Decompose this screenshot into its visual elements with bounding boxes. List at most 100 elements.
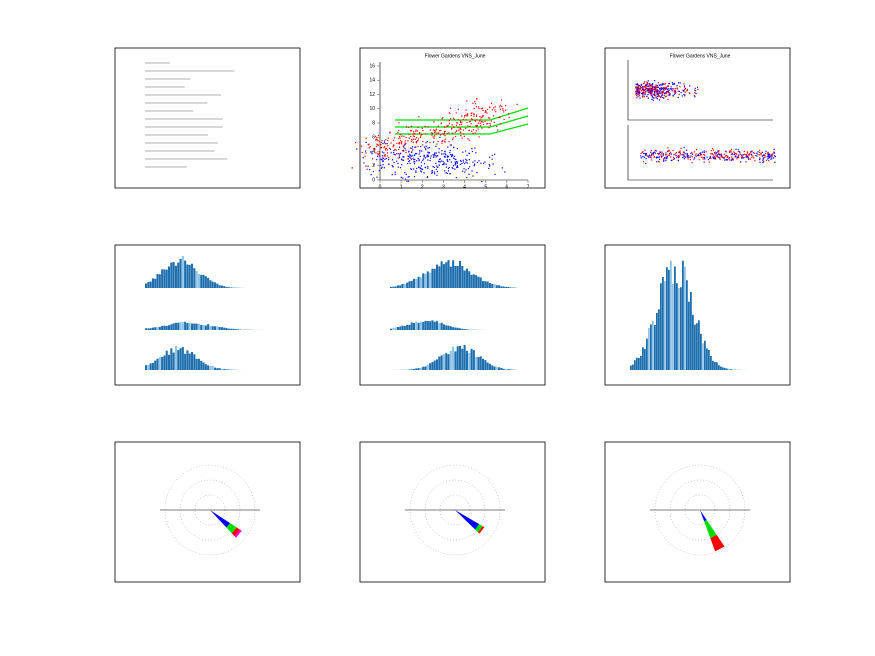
scatter-dot <box>694 89 696 91</box>
scatter-dot <box>474 103 477 105</box>
scatter-dot <box>426 156 428 158</box>
scatter-dot <box>427 147 429 149</box>
decorative-bar <box>716 362 718 370</box>
x-tick-label: 2 <box>421 184 424 190</box>
decorative-bar <box>156 273 159 288</box>
scatter-dot <box>640 157 642 159</box>
scatter-dot <box>650 92 652 95</box>
scatter-dot <box>771 153 773 155</box>
decorative-bar <box>429 321 432 330</box>
scatter-dot <box>710 149 713 152</box>
decorative-bar <box>156 358 159 370</box>
scatter-dot <box>660 154 662 156</box>
scatter-dot <box>473 107 475 110</box>
scatter-dot <box>435 129 437 131</box>
decorative-bar <box>168 266 171 288</box>
scatter-dot <box>697 88 699 91</box>
scatter-dot <box>677 154 680 157</box>
scatter-dot <box>714 151 716 153</box>
decorative-bar <box>419 321 422 330</box>
scatter-dot <box>712 156 714 158</box>
scatter-dot <box>757 153 759 155</box>
scatter-dot <box>468 139 470 141</box>
scatter-dot <box>382 160 384 163</box>
scatter-dot <box>394 148 396 151</box>
scatter-dot <box>646 82 649 85</box>
scatter-dot <box>748 157 750 159</box>
scatter-dot <box>376 153 379 155</box>
scatter-dot <box>641 84 643 86</box>
scatter-dot <box>436 132 438 134</box>
scatter-dot <box>686 89 689 91</box>
scatter-dot <box>410 125 413 127</box>
x-tick-label: 6 <box>505 184 508 190</box>
scatter-dot <box>426 176 429 178</box>
decorative-bar <box>468 329 471 330</box>
scatter-dot <box>734 156 736 158</box>
scatter-dot <box>759 149 761 151</box>
scatter-dot <box>441 140 443 142</box>
scatter-dot <box>397 162 399 165</box>
decorative-bar <box>186 323 189 330</box>
decorative-bar <box>197 273 200 288</box>
scatter-dot <box>662 91 664 93</box>
scatter-dot <box>484 111 486 113</box>
scatter-dot <box>642 88 644 90</box>
panel-title: Flower Gardens VNS_June <box>670 53 731 59</box>
scatter-dot <box>765 159 768 162</box>
scatter-dot <box>637 93 639 96</box>
scatter-dot <box>470 114 472 117</box>
scatter-dot <box>684 88 686 91</box>
rose-petal <box>477 526 485 534</box>
scatter-dot <box>468 173 470 176</box>
scatter-dot <box>385 147 388 149</box>
scatter-dot <box>773 151 775 153</box>
decorative-bar <box>424 320 427 330</box>
decorative-bar <box>500 286 503 288</box>
scatter-dot <box>693 94 696 97</box>
scatter-dot <box>446 155 448 157</box>
scatter-dot <box>426 176 428 178</box>
scatter-dot <box>686 90 688 92</box>
scatter-dot <box>654 88 656 90</box>
scatter-dot <box>638 91 640 93</box>
scatter-dot <box>439 158 441 160</box>
scatter-dot <box>414 161 416 163</box>
scatter-dot <box>663 87 665 89</box>
scatter-dot <box>635 88 637 90</box>
scatter-dot <box>399 167 402 169</box>
scatter-dot <box>716 154 719 156</box>
scatter-dot <box>376 145 378 148</box>
scatter-dot <box>663 83 665 85</box>
scatter-dot <box>438 164 440 166</box>
scatter-dot <box>667 150 669 153</box>
scatter-dot <box>443 155 446 158</box>
scatter-dot <box>377 144 379 146</box>
scatter-dot <box>377 140 379 142</box>
scatter-dot <box>388 159 390 161</box>
scatter-dot <box>465 109 467 111</box>
scatter-dot <box>421 168 424 170</box>
scatter-dot <box>691 162 693 164</box>
decorative-bar <box>662 277 664 370</box>
decorative-bar <box>634 360 636 370</box>
decorative-bar <box>502 368 505 370</box>
scatter-dot <box>382 157 384 160</box>
scatter-dot <box>472 175 474 177</box>
scatter-dot <box>450 118 452 120</box>
scatter-dot <box>415 152 417 155</box>
decorative-bar <box>636 357 638 370</box>
scatter-dot <box>665 160 667 162</box>
scatter-dot <box>415 130 417 133</box>
scatter-dot <box>730 151 732 153</box>
scatter-dot <box>678 151 681 153</box>
scatter-dot <box>638 88 640 90</box>
scatter-dot <box>460 135 462 137</box>
scatter-dot <box>447 146 449 148</box>
scatter-dot <box>394 173 396 175</box>
decorative-bar <box>507 286 510 288</box>
scatter-dot <box>642 92 644 95</box>
scatter-dot <box>647 155 649 157</box>
scatter-dot <box>438 151 440 153</box>
scatter-dot <box>413 168 415 170</box>
